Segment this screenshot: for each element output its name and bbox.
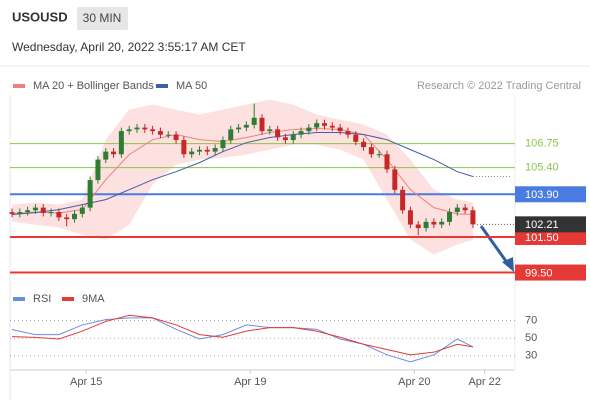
forecast-arrow-head [502, 257, 514, 272]
legend-swatch [62, 297, 74, 301]
candle-body [181, 140, 187, 155]
candle-body [126, 129, 132, 132]
candle-body [72, 213, 77, 220]
candle-body [95, 159, 101, 181]
timestamp: Wednesday, April 20, 2022 3:55:17 AM CET [12, 40, 246, 54]
candle-body [32, 207, 38, 211]
legend-label: 9MA [82, 293, 105, 305]
candle-body [290, 134, 296, 141]
candle-body [48, 212, 54, 214]
candle-body [17, 212, 23, 214]
candle-body [64, 217, 70, 220]
legend-label: MA 20 + Bollinger Bands [33, 80, 154, 92]
bollinger-band [12, 99, 473, 255]
legend-label: RSI [33, 293, 51, 305]
candle-body [462, 207, 468, 211]
candle-body [423, 221, 429, 229]
rsi-line [11, 317, 474, 363]
candle-body [431, 221, 437, 225]
candle-body [111, 151, 117, 155]
candle-body [157, 131, 163, 135]
forecast-arrow [479, 225, 510, 265]
level-label: 105.40 [525, 162, 559, 174]
y-tick-label: 50 [525, 332, 537, 344]
candle-body [87, 180, 93, 208]
level-box [515, 228, 586, 245]
candle-body [282, 137, 288, 141]
y-tick-label: 70 [525, 314, 537, 326]
candle-body [236, 127, 242, 130]
candle-body [314, 123, 320, 128]
candle-body [9, 212, 15, 214]
candle-body [345, 131, 351, 135]
level-box [515, 264, 586, 281]
candle-body [400, 189, 406, 211]
candle-body [447, 212, 452, 222]
candle-body [118, 131, 124, 155]
candle-body [79, 207, 85, 214]
x-tick-label: Apr 20 [398, 376, 430, 388]
candle-body [415, 224, 421, 229]
candle-body [368, 147, 374, 155]
candle-body [267, 129, 273, 132]
candle-body [322, 123, 327, 126]
candle-body [228, 129, 234, 141]
candle-body [384, 154, 390, 170]
candle-body [470, 210, 476, 225]
legend-label: MA 50 [176, 80, 207, 92]
candle-body [337, 127, 343, 132]
candle-body [165, 134, 171, 136]
candle-body [243, 124, 249, 128]
level-label: 101.50 [525, 232, 559, 244]
candle-body [376, 154, 382, 156]
candle-body [275, 129, 281, 138]
candle-body [251, 117, 257, 125]
x-tick-label: Apr 19 [234, 376, 266, 388]
candle-body [150, 129, 156, 132]
candle-body [142, 127, 148, 130]
legend-swatch [13, 84, 25, 88]
legend-swatch [156, 84, 168, 88]
candle-body [197, 149, 202, 152]
candle-body [134, 127, 140, 130]
candle-body [212, 148, 218, 152]
candle-body [220, 140, 226, 149]
level-box [515, 186, 586, 203]
x-tick-label: Apr 22 [468, 376, 500, 388]
candle-body [103, 151, 109, 160]
candle-body [189, 151, 195, 155]
level-label: 106.75 [525, 137, 559, 149]
candle-body [173, 134, 179, 141]
symbol[interactable]: USOUSD [12, 9, 68, 24]
candle-body [298, 131, 304, 135]
level-label: 99.50 [525, 267, 553, 279]
x-tick-label: Apr 15 [70, 376, 102, 388]
candle-body [392, 169, 398, 190]
interval-tab[interactable] [77, 7, 128, 30]
candle-body [25, 210, 31, 213]
last-price-label: 102.21 [525, 219, 559, 231]
candle-body [204, 149, 210, 152]
candle-body [454, 207, 460, 213]
last-price-box [515, 216, 586, 233]
candle-body [329, 125, 335, 128]
candle-body [361, 141, 367, 148]
candle-body [353, 134, 359, 142]
legend-swatch [13, 297, 25, 301]
candle-body [40, 207, 46, 213]
credit: Research © 2022 Trading Central [417, 80, 581, 92]
candle-body [306, 127, 312, 132]
y-tick-label: 30 [525, 350, 537, 362]
candle-body [259, 117, 265, 132]
level-label: 103.90 [525, 189, 559, 201]
candle-body [439, 221, 445, 225]
candle-body [407, 210, 413, 225]
rsi-line [11, 314, 474, 356]
interval[interactable]: 30 MIN [83, 11, 122, 25]
candle-body [56, 212, 62, 218]
